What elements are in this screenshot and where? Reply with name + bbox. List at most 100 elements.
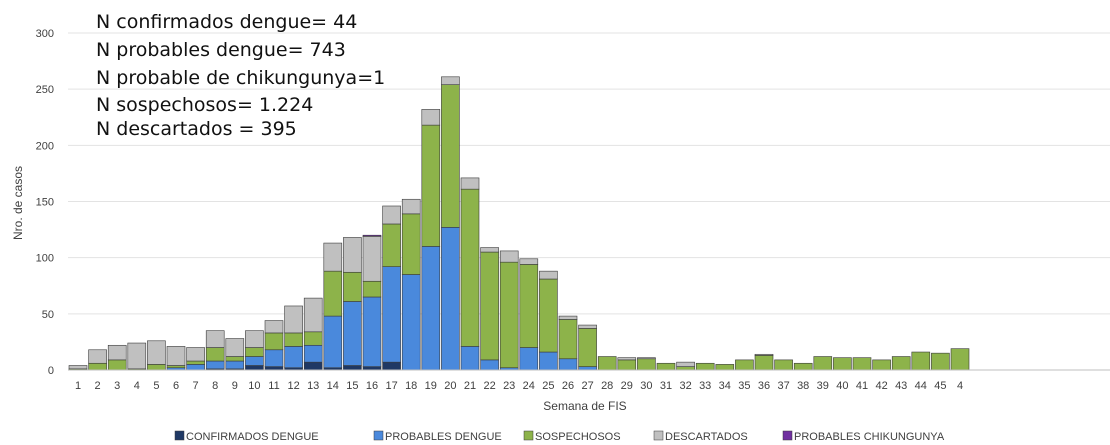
bar-segment-descartados: [186, 347, 205, 362]
x-tick-label: 11: [268, 380, 279, 392]
x-tick-label: 25: [542, 380, 554, 392]
bar-segment-descartados: [362, 236, 382, 282]
x-tick-label: 1: [75, 380, 81, 392]
bar-segment-sospechosos: [499, 261, 519, 369]
bar-segment-sospechosos: [88, 362, 107, 371]
legend-swatch: [523, 430, 534, 441]
x-tick-label: 43: [895, 380, 907, 392]
bar-segment-probables-dengue: [303, 344, 323, 363]
bar-segment-sospechosos: [656, 362, 676, 371]
x-tick-label: 13: [307, 380, 319, 392]
x-tick-label: 23: [503, 380, 515, 392]
bar-segment-descartados: [382, 205, 401, 225]
x-tick-label: 30: [640, 380, 652, 392]
bar-segment-sospechosos: [774, 359, 793, 371]
bar-segment-probables-chikungunya: [362, 234, 382, 237]
bar-segment-probables-dengue: [578, 366, 597, 371]
x-tick-label: 2: [95, 380, 101, 392]
x-tick-label: 33: [699, 380, 711, 392]
x-tick-label: 26: [562, 380, 574, 392]
bar-segment-sospechosos: [166, 365, 186, 369]
x-tick-label: 39: [817, 380, 829, 392]
bar-segment-confirmados-dengue: [264, 366, 284, 371]
annotation-box: N confirmados dengue= 44 N probables den…: [96, 11, 385, 140]
bar-segment-sospechosos: [303, 331, 323, 346]
bar-segment-sospechosos: [284, 332, 303, 347]
legend-label: SOSPECHOSOS: [535, 431, 621, 443]
annotation-confirmados: N confirmados dengue= 44: [96, 11, 357, 33]
x-tick-label: 44: [915, 380, 927, 392]
bar-segment-descartados: [754, 353, 774, 356]
y-tick-label: 50: [42, 309, 54, 321]
x-tick-label: 28: [601, 380, 613, 392]
legend-swatch: [174, 430, 185, 441]
bar-segment-probables-dengue: [401, 274, 421, 371]
legend: CONFIRMADOS DENGUE PROBABLES DENGUE SOSPEC…: [174, 430, 945, 443]
y-tick-label: 300: [36, 28, 54, 40]
bar-segment-sospechosos: [205, 347, 225, 362]
x-tick-label: 41: [856, 380, 868, 392]
annotation-sospechosos: N sospechosos= 1.224: [96, 94, 313, 116]
bar-segment-sospechosos: [264, 332, 284, 351]
x-tick-label: 16: [366, 380, 378, 392]
bar-segment-probables-dengue: [519, 347, 539, 371]
x-axis-title: Semana de FIS: [543, 399, 626, 413]
bar-segment-descartados: [676, 361, 695, 367]
bar-segment-descartados: [480, 247, 499, 253]
bar-segment-sospechosos: [872, 359, 891, 371]
bar-segment-descartados: [245, 330, 264, 348]
legend-swatch: [653, 430, 664, 441]
legend-label: PROBABLES CHIKUNGUNYA: [794, 431, 945, 443]
bar-segment-descartados: [401, 198, 421, 215]
bar-segment-probables-dengue: [343, 301, 362, 366]
bar-segment-probables-dengue: [362, 296, 382, 367]
bar-segment-probables-dengue: [382, 266, 401, 363]
bar-segment-descartados: [617, 357, 637, 361]
legend-swatch: [782, 430, 793, 441]
x-tick-label: 14: [327, 380, 339, 392]
legend-label: DESCARTADOS: [665, 431, 748, 443]
bar-segment-sospechosos: [931, 352, 950, 371]
legend-swatch: [373, 430, 384, 441]
x-tick-label: 27: [581, 380, 593, 392]
bar-segment-descartados: [264, 320, 284, 334]
bar-segment-sospechosos: [754, 355, 774, 371]
x-tick-label: 10: [248, 380, 260, 392]
bar-segment-confirmados-dengue: [245, 365, 264, 371]
x-tick-label: 22: [483, 380, 495, 392]
bar-segment-descartados: [303, 297, 323, 333]
bar-segment-descartados: [147, 340, 166, 365]
bar-segment-descartados: [127, 342, 147, 370]
bar-segment-sospechosos: [715, 364, 735, 371]
bar-segment-probables-dengue: [284, 346, 303, 369]
bar-segment-descartados: [558, 315, 578, 320]
bar-segment-sospechosos: [558, 319, 578, 360]
y-tick-label: 0: [48, 365, 54, 377]
bar-segment-sospechosos: [147, 364, 166, 371]
bar-segment-descartados: [499, 250, 519, 263]
y-tick-label: 150: [36, 197, 54, 209]
x-tick-label: 29: [621, 380, 633, 392]
x-tick-label: 17: [385, 380, 397, 392]
legend-label: PROBABLES DENGUE: [385, 431, 502, 443]
x-tick-label: 31: [660, 380, 672, 392]
bar-segment-confirmados-dengue: [303, 361, 323, 371]
x-tick-label: 37: [777, 380, 789, 392]
bar-segment-sospechosos: [421, 124, 441, 247]
bar-segment-sospechosos: [460, 188, 480, 347]
bar-segment-probables-dengue: [264, 349, 284, 367]
x-tick-label: 15: [346, 380, 358, 392]
bar-segment-sospechosos: [186, 360, 205, 365]
bar-segment-sospechosos: [401, 213, 421, 275]
annotation-chikungunya: N probable de chikungunya=1: [96, 67, 385, 89]
x-tick-label: 3: [114, 380, 120, 392]
bar-segment-sospechosos: [362, 280, 382, 298]
bar-segment-descartados: [68, 365, 88, 370]
bar-segment-probables-dengue: [421, 246, 441, 371]
bars: [68, 76, 970, 371]
bar-segment-sospechosos: [578, 328, 597, 367]
legend-label: CONFIRMADOS DENGUE: [186, 431, 319, 443]
x-tick-label: 5: [153, 380, 159, 392]
bar-segment-descartados: [205, 330, 225, 348]
bar-segment-probables-dengue: [558, 358, 578, 371]
